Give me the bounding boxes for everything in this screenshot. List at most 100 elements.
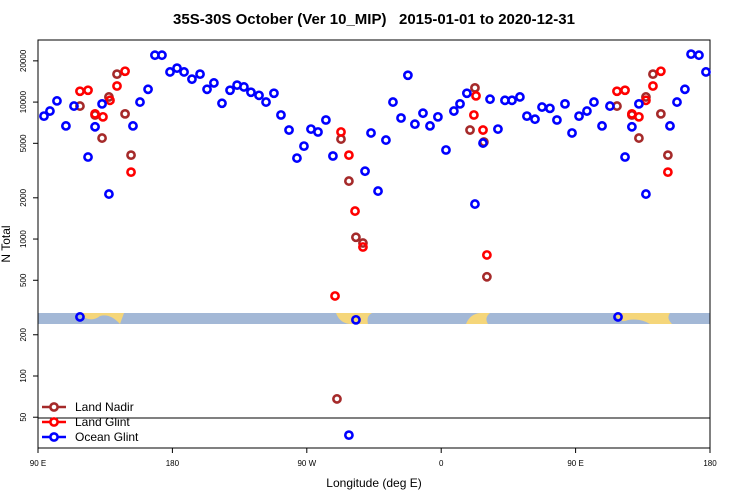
point xyxy=(126,150,136,161)
legend-marker xyxy=(49,432,59,442)
point xyxy=(172,63,182,74)
point xyxy=(165,67,175,77)
point xyxy=(634,133,644,143)
point xyxy=(276,110,286,120)
point xyxy=(373,186,383,196)
point xyxy=(560,98,570,109)
point xyxy=(648,81,658,91)
point xyxy=(655,66,666,77)
x-tick-label: 90 E xyxy=(30,459,46,468)
point xyxy=(135,97,145,107)
legend-label: Ocean Glint xyxy=(75,430,139,444)
point xyxy=(358,238,368,248)
point xyxy=(455,98,465,109)
point xyxy=(120,66,130,77)
point xyxy=(620,152,630,162)
point xyxy=(665,121,675,131)
x-tick-label: 90 W xyxy=(297,459,316,468)
point xyxy=(284,125,294,135)
point xyxy=(694,50,704,61)
point xyxy=(465,125,475,135)
point xyxy=(299,141,309,152)
point xyxy=(351,314,361,325)
legend-marker xyxy=(49,402,59,412)
land-shape xyxy=(78,313,124,324)
point xyxy=(351,232,361,243)
point xyxy=(662,167,673,178)
x-tick-label: 180 xyxy=(703,459,717,468)
point xyxy=(552,115,562,125)
point xyxy=(410,119,420,130)
point xyxy=(441,145,451,155)
point xyxy=(45,106,55,116)
point xyxy=(269,88,279,99)
point xyxy=(321,115,331,125)
point xyxy=(537,102,547,112)
land-shape xyxy=(614,313,672,324)
point xyxy=(574,111,584,122)
point xyxy=(239,82,249,92)
point xyxy=(478,138,488,148)
point xyxy=(254,90,264,101)
point xyxy=(90,108,100,119)
y-axis-label: N Total xyxy=(0,225,13,262)
point xyxy=(396,113,406,123)
point xyxy=(641,189,651,199)
point xyxy=(672,97,682,107)
point xyxy=(620,85,630,96)
point xyxy=(545,103,555,114)
point xyxy=(344,430,354,441)
x-tick-label: 0 xyxy=(439,459,444,468)
point xyxy=(344,176,354,186)
point xyxy=(626,121,637,132)
y-tick-label: 2000 xyxy=(19,188,28,206)
point xyxy=(195,69,205,80)
point xyxy=(328,151,338,161)
y-tick-label: 500 xyxy=(19,273,28,287)
point xyxy=(634,111,644,122)
point xyxy=(313,127,323,137)
point xyxy=(481,271,492,282)
legend-label: Land Nadir xyxy=(75,400,134,414)
point xyxy=(128,121,138,131)
point xyxy=(514,92,525,102)
point xyxy=(292,153,302,163)
point xyxy=(469,110,479,120)
point xyxy=(209,78,219,88)
point xyxy=(112,69,122,80)
point xyxy=(105,95,115,106)
point xyxy=(605,101,615,111)
x-tick-label: 90 E xyxy=(567,459,583,468)
point xyxy=(336,127,346,137)
point xyxy=(126,167,136,178)
point xyxy=(112,81,122,91)
y-tick-label: 200 xyxy=(19,328,28,342)
point xyxy=(448,106,459,116)
plot-frame xyxy=(37,39,711,449)
point xyxy=(61,121,71,131)
point xyxy=(97,98,107,109)
point xyxy=(246,87,256,98)
point xyxy=(388,97,398,107)
land-shape xyxy=(336,313,372,324)
point xyxy=(433,111,443,122)
y-tick-label: 20000 xyxy=(19,49,28,72)
y-tick-label: 100 xyxy=(19,369,28,383)
ocean-band xyxy=(38,313,710,324)
point xyxy=(582,106,592,116)
point xyxy=(202,84,212,95)
point xyxy=(655,108,666,119)
point xyxy=(39,111,49,122)
point xyxy=(418,108,428,119)
point xyxy=(641,95,651,106)
point xyxy=(641,92,651,102)
point xyxy=(686,49,696,60)
point xyxy=(52,96,62,106)
point xyxy=(425,121,435,131)
point xyxy=(187,74,197,85)
point xyxy=(179,67,189,77)
point xyxy=(157,50,167,61)
point xyxy=(567,128,577,138)
